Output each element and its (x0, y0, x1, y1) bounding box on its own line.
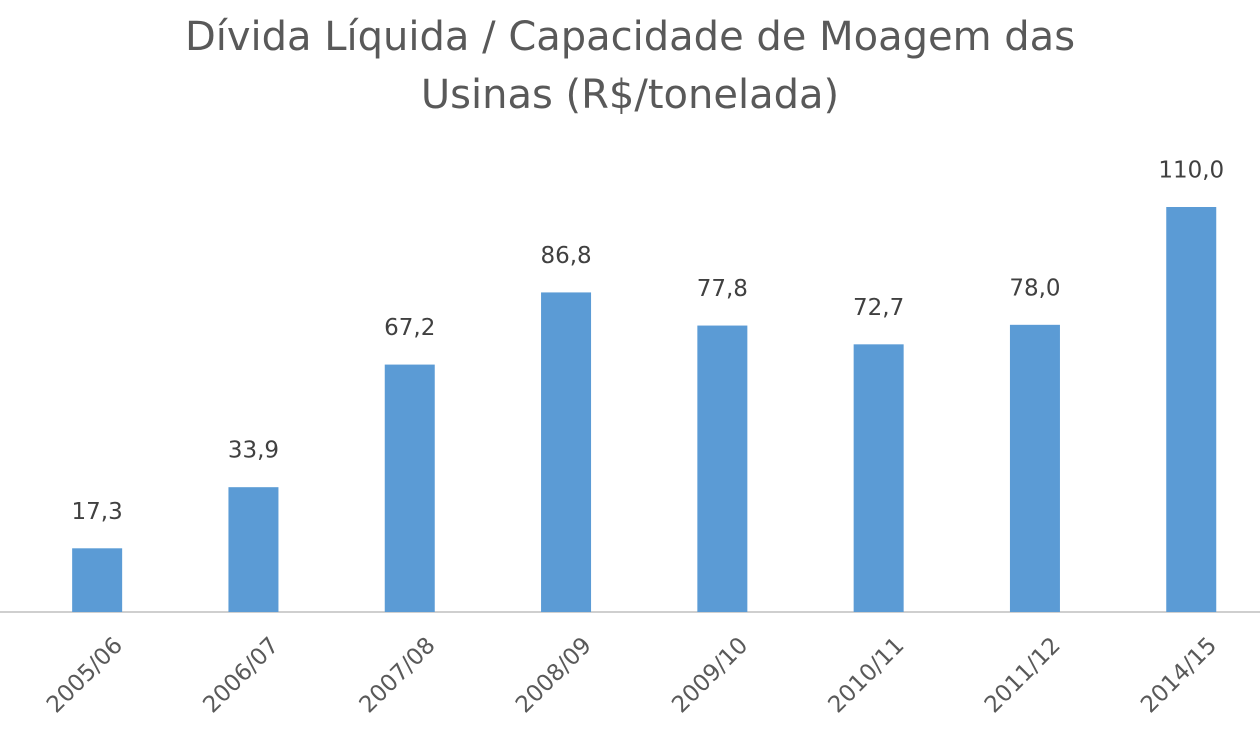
bar (853, 344, 904, 612)
x-tick-label: 2014/15 (1136, 632, 1222, 718)
x-tick-label: 2011/12 (980, 632, 1066, 718)
bar (72, 548, 123, 612)
bar (384, 364, 435, 612)
data-label: 78,0 (1009, 275, 1060, 301)
x-tick-label: 2007/08 (355, 632, 441, 718)
bar (228, 487, 279, 612)
bar (1166, 207, 1217, 612)
bar (541, 292, 592, 612)
x-tick-label: 2005/06 (42, 632, 128, 718)
bar (697, 325, 748, 612)
data-label: 110,0 (1158, 158, 1224, 184)
chart-title: Dívida Líquida / Capacidade de Moagem da… (184, 14, 1076, 118)
x-tick-label: 2009/10 (667, 632, 753, 718)
x-tick-label: 2010/11 (824, 632, 910, 718)
data-label: 86,8 (540, 243, 591, 269)
data-label: 33,9 (228, 438, 279, 464)
bar (1009, 324, 1060, 612)
data-label: 77,8 (697, 276, 748, 302)
x-tick-label: 2008/09 (511, 632, 597, 718)
x-tick-label: 2006/07 (198, 632, 284, 718)
data-label: 72,7 (853, 295, 904, 321)
data-label: 67,2 (384, 315, 435, 341)
data-label: 17,3 (72, 499, 123, 525)
